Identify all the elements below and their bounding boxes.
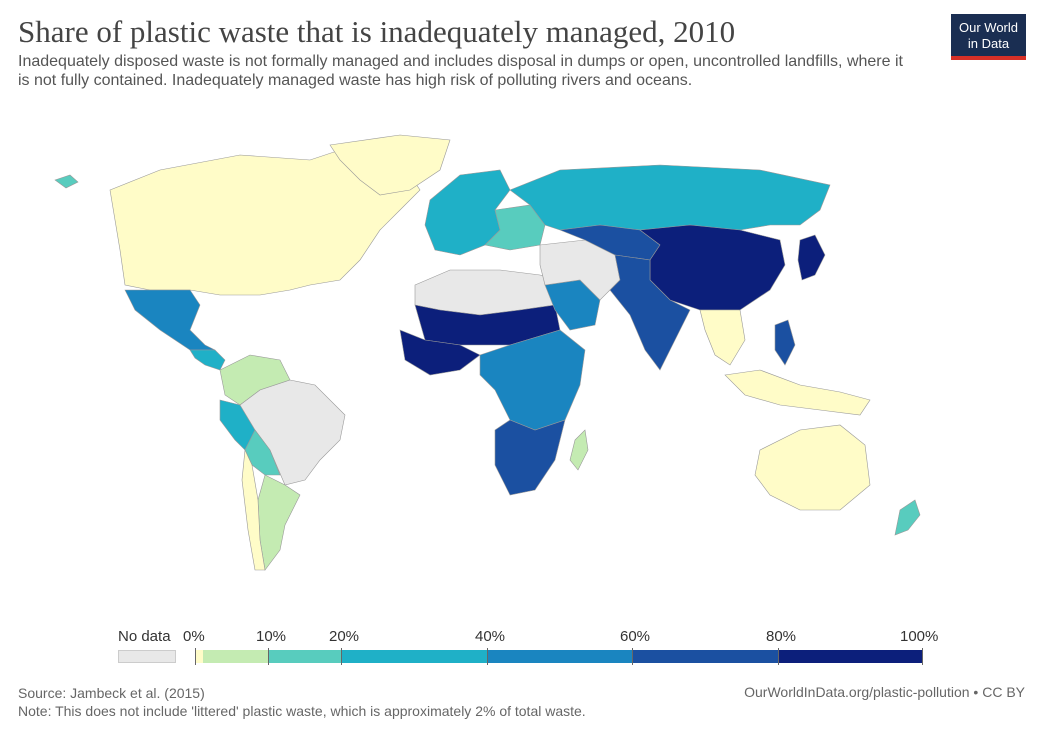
legend-tick-mark [195, 648, 196, 665]
legend-tick-mark [341, 648, 342, 665]
chart-title: Share of plastic waste that is inadequat… [18, 14, 736, 49]
legend-no-data-label: No data [118, 628, 171, 645]
region-indonesia[interactable] [724, 369, 871, 416]
region-argentina[interactable] [257, 474, 301, 571]
legend-tick-mark [778, 648, 779, 665]
region-philippines[interactable] [774, 319, 796, 366]
legend-tick-label: 10% [256, 628, 287, 645]
logo-line1: Our World [959, 20, 1018, 35]
region-north-america[interactable] [109, 149, 421, 296]
region-southeast-asia[interactable] [699, 309, 746, 366]
region-greenland[interactable] [329, 134, 451, 196]
region-iceland[interactable] [54, 174, 79, 189]
world-map [54, 134, 921, 571]
legend: No data 0% 10% 20% 40% 60% 80% 100% [0, 620, 1043, 670]
legend-bin-0 [195, 650, 203, 663]
source-text[interactable]: Source: Jambeck et al. (2015) [18, 685, 205, 701]
legend-tick-label: 60% [620, 628, 651, 645]
region-australia[interactable] [754, 424, 871, 511]
region-mexico[interactable] [124, 289, 216, 351]
region-japan[interactable] [797, 234, 826, 281]
chart-subtitle: Inadequately disposed waste is not forma… [18, 53, 903, 89]
region-southern-africa[interactable] [494, 419, 566, 496]
legend-tick-label: 0% [183, 628, 205, 645]
legend-bin-3 [341, 650, 487, 663]
legend-tick-mark [268, 648, 269, 665]
region-india-pakistan[interactable] [609, 254, 691, 371]
footer-url[interactable]: OurWorldInData.org/plastic-pollution • C… [744, 684, 1025, 700]
legend-bin-4 [487, 650, 632, 663]
legend-tick-label: 100% [900, 628, 939, 645]
legend-tick-mark [487, 648, 488, 665]
note-text: Note: This does not include 'littered' p… [18, 703, 586, 719]
logo-line2: in Data [967, 36, 1010, 51]
legend-tick-label: 20% [329, 628, 360, 645]
region-russia[interactable] [509, 164, 831, 231]
legend-tick-mark [632, 648, 633, 665]
legend-bin-2 [268, 650, 341, 663]
footer-left: Source: Jambeck et al. (2015) Note: This… [18, 684, 586, 720]
region-central-america[interactable] [189, 349, 226, 371]
legend-bin-6 [778, 650, 922, 663]
legend-bin-1 [203, 650, 268, 663]
legend-tick-mark [922, 648, 923, 665]
region-madagascar[interactable] [569, 429, 589, 471]
region-chile[interactable] [241, 448, 266, 571]
legend-tick-label: 80% [766, 628, 797, 645]
region-new-zealand[interactable] [894, 499, 921, 536]
legend-tick-label: 40% [475, 628, 506, 645]
legend-no-data-swatch [118, 650, 176, 663]
owid-logo[interactable]: Our World in Data [951, 14, 1026, 60]
legend-bin-5 [632, 650, 778, 663]
region-west-africa[interactable] [399, 329, 481, 376]
